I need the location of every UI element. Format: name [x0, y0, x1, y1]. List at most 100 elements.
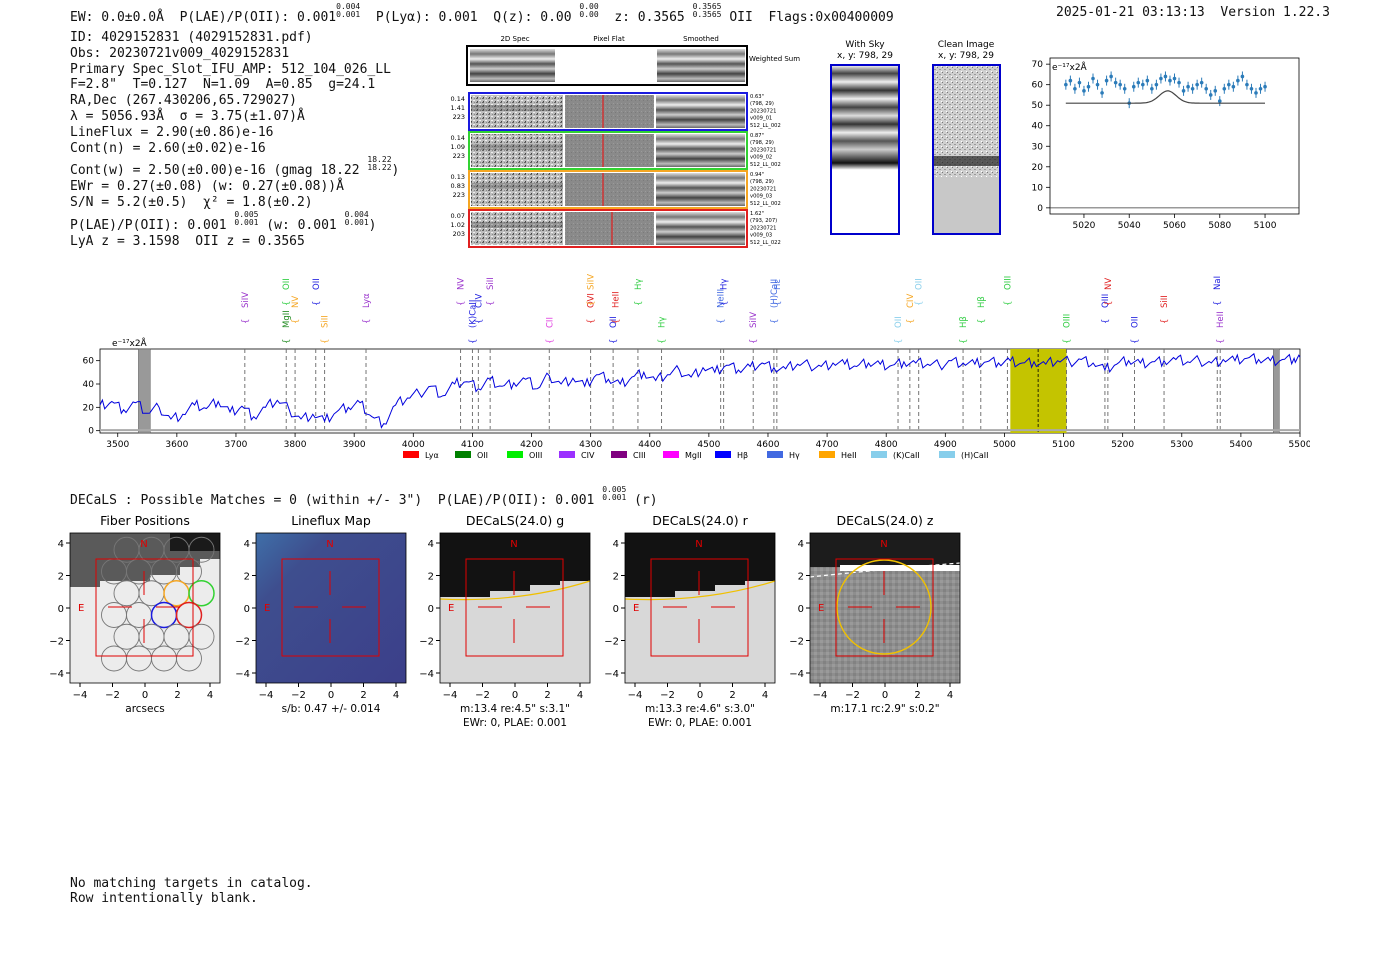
zoom-xtick-label: 5060 — [1163, 221, 1186, 230]
emission-line-bracket: { — [486, 301, 496, 306]
emission-line-bracket: { — [720, 301, 730, 306]
zoom-data-point — [1150, 86, 1154, 91]
decals-lo: 0.001 — [602, 493, 627, 502]
zoom-xtick-label: 5020 — [1073, 221, 1096, 230]
east-label: E — [633, 603, 639, 614]
imaging-panels: Fiber Positions N E 4 2 0 −2 −4 −4 −2 0 2 4 arcsecs Li… — [49, 513, 961, 728]
cutout-smoothed — [656, 95, 745, 128]
panel-xtick-label: 2 — [729, 690, 735, 701]
spectrum-xtick-label: 4300 — [579, 440, 602, 450]
panel-dark-region — [440, 533, 590, 597]
emission-line-bracket: { — [241, 319, 251, 324]
panel-xtick-label: −4 — [813, 690, 828, 701]
weighted-label: Weighted Sum — [749, 55, 800, 63]
legend-label: OIII — [529, 451, 542, 460]
cutout-left-value: 223 — [453, 113, 465, 121]
legend-swatch — [507, 451, 523, 458]
cutout-right-value: v009_03 — [750, 194, 772, 200]
panel-ytick-label: 2 — [244, 572, 250, 583]
cutout-band — [471, 222, 563, 228]
east-label: E — [264, 603, 270, 614]
cutout-left-value: 0.14 — [451, 95, 465, 103]
zoom-unit-label: e⁻¹⁷x2Å — [1052, 61, 1088, 73]
fiber-circle — [175, 601, 203, 629]
zoom-data-point — [1199, 80, 1204, 85]
panel-ytick-label: −4 — [235, 669, 250, 680]
zoom-data-point — [1104, 78, 1109, 83]
spectrum-ytick-label: 0 — [88, 427, 94, 437]
cutout-left-value: 1.41 — [451, 104, 465, 112]
panel-xtick-label: 4 — [393, 690, 399, 701]
z-lo: 0.3565 — [692, 10, 722, 19]
zoom-ytick-label: 40 — [1032, 122, 1044, 132]
info-lya: LyA z = 3.1598 OII z = 0.3565 — [70, 233, 305, 249]
panel-xtick-label: −2 — [845, 690, 860, 701]
fiber-circle — [188, 536, 215, 563]
plae-hi: 0.004 — [336, 2, 361, 11]
legend-swatch — [819, 451, 835, 458]
emission-line-label: SiIV — [241, 292, 251, 308]
panel-image — [256, 533, 406, 683]
panel-ytick-label: 2 — [58, 572, 64, 583]
search-box — [650, 558, 749, 657]
info-block: ID: 4029152831 (4029152831.pdf) Obs: 2023… — [70, 30, 399, 249]
cutout-right-value: 20230721 — [750, 225, 776, 231]
emission-line-label: Lyα — [362, 293, 372, 308]
zoom-data-point — [1159, 76, 1163, 81]
masked-region — [138, 348, 151, 434]
panel-ytick-label: 0 — [244, 604, 250, 615]
emission-line-bracket: { — [545, 339, 555, 344]
north-label: N — [140, 539, 147, 550]
decals-text: DECaLS : Possible Matches = 0 (within +/… — [70, 493, 595, 508]
emission-line-label: Hγ — [720, 279, 730, 290]
zoom-data-point — [1177, 80, 1181, 85]
panel-title: DECaLS(24.0) r — [652, 513, 748, 528]
cutout-band — [471, 105, 563, 111]
legend-label: HeII — [841, 451, 857, 460]
cutout-smoothed — [656, 134, 745, 167]
flags-value: Flags:0x00400009 — [768, 10, 894, 25]
emission-line-label: OII — [282, 278, 292, 290]
panel-ytick-label: 4 — [428, 539, 434, 550]
clean-image-frame — [932, 64, 1001, 235]
cutout-2dspec — [471, 212, 563, 245]
panel-caption: s/b: 0.47 +/- 0.014 — [282, 703, 381, 715]
emission-line-label: SiII — [321, 315, 331, 328]
emission-line-label: (K)CaII — [468, 300, 478, 328]
emission-line-label: OIII — [1063, 314, 1073, 328]
zoom-data-point — [1217, 99, 1222, 103]
emission-line-bracket: { — [468, 339, 478, 344]
panel-ytick-label: 4 — [613, 539, 619, 550]
spectrum-xtick-label: 4600 — [757, 440, 780, 450]
emission-line-label: OII — [609, 316, 619, 328]
cutout-2dspec — [471, 95, 563, 128]
emission-line-bracket: { — [717, 319, 727, 324]
panel-ytick-label: 2 — [798, 572, 804, 583]
panel-caption-2: EWr: 0, PLAE: 0.001 — [648, 717, 752, 728]
zoom-line-chart: e⁻¹⁷x2Å 5020 5040 5060 5080 5100010203040506… — [1032, 57, 1300, 230]
zoom-data-point — [1163, 74, 1168, 79]
zoom-xtick-label: 5080 — [1208, 221, 1231, 230]
emission-line-label: NeIII — [717, 289, 727, 308]
zoom-ytick-label: 0 — [1037, 204, 1043, 214]
clean-image-fill — [933, 177, 1000, 234]
note-line-2: Row intentionally blank. — [70, 891, 258, 906]
cutout-left-value: 223 — [453, 191, 465, 199]
decals-hi: 0.005 — [602, 485, 627, 494]
z-hi: 0.3565 — [692, 2, 722, 11]
emission-line-label: OII — [894, 316, 904, 328]
info-obs: Obs: 20230721v009_4029152831 — [70, 45, 290, 61]
panel-xtick-label: 0 — [697, 690, 703, 701]
panel-caption-2: EWr: 0, PLAE: 0.001 — [463, 717, 567, 728]
emission-line-bracket: { — [1213, 301, 1223, 306]
legend-label: Hγ — [789, 451, 800, 460]
weighted-2dspec — [470, 49, 555, 82]
spectrum-xtick-label: 3800 — [284, 440, 307, 450]
plya-value: P(Lyα): 0.001 — [375, 10, 478, 25]
zoom-data-point — [1095, 82, 1100, 87]
zoom-data-point — [1141, 82, 1145, 87]
zoom-data-point — [1254, 91, 1258, 95]
